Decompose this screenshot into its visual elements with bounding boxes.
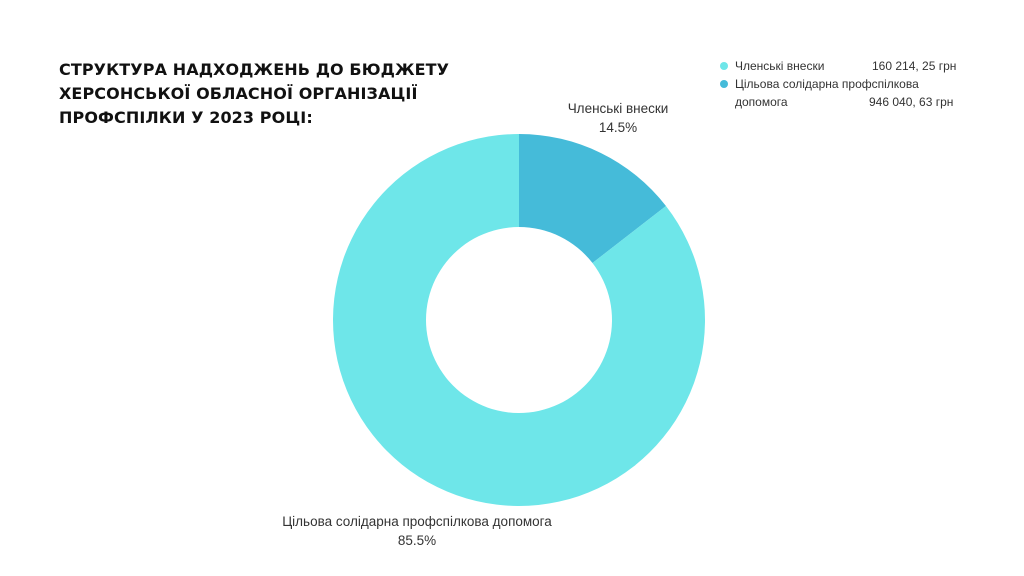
donut-slice-1 — [519, 134, 666, 263]
legend-label-solidarity-aid-line-2: допомога — [735, 95, 788, 109]
legend-label-solidarity-aid-line-1: Цільова солідарна профспілкова — [735, 77, 919, 91]
chart-title: СТРУКТУРА НАДХОДЖЕНЬ ДО БЮДЖЕТУ ХЕРСОНСЬ… — [59, 58, 449, 130]
slice-label-percent-1: 14.5% — [599, 120, 637, 135]
slice-label-name-1: Членські внески — [568, 101, 669, 116]
chart-legend: Членські внески 160 214, 25 грн Цільова … — [720, 57, 956, 111]
legend-dot-membership-fees — [720, 62, 728, 70]
chart-title-line-3: ПРОФСПІЛКИ У 2023 РОЦІ: — [59, 108, 313, 127]
donut-slice-labels: Членські внески 14.5% Цільова солідарна пр… — [282, 101, 668, 548]
slice-label-percent-2: 85.5% — [398, 533, 436, 548]
chart-title-line-1: СТРУКТУРА НАДХОДЖЕНЬ ДО БЮДЖЕТУ — [59, 60, 450, 79]
legend-item-membership-fees: Членські внески 160 214, 25 грн — [720, 57, 956, 75]
donut-slice-2 — [332, 134, 705, 507]
legend-label-membership-fees: Членські внески — [735, 59, 825, 73]
chart-title-line-2: ХЕРСОНСЬКОЇ ОБЛАСНОЇ ОРГАНІЗАЦІЇ — [59, 84, 418, 103]
legend-dot-solidarity-aid — [720, 80, 728, 88]
donut-slices — [332, 134, 705, 507]
slice-label-name-2: Цільова солідарна профспілкова допомога — [282, 514, 552, 529]
legend-value-solidarity-aid: 946 040, 63 грн — [869, 95, 954, 109]
legend-value-membership-fees: 160 214, 25 грн — [872, 59, 957, 73]
legend-item-solidarity-aid: Цільова солідарна профспілкова допомога … — [720, 75, 956, 111]
